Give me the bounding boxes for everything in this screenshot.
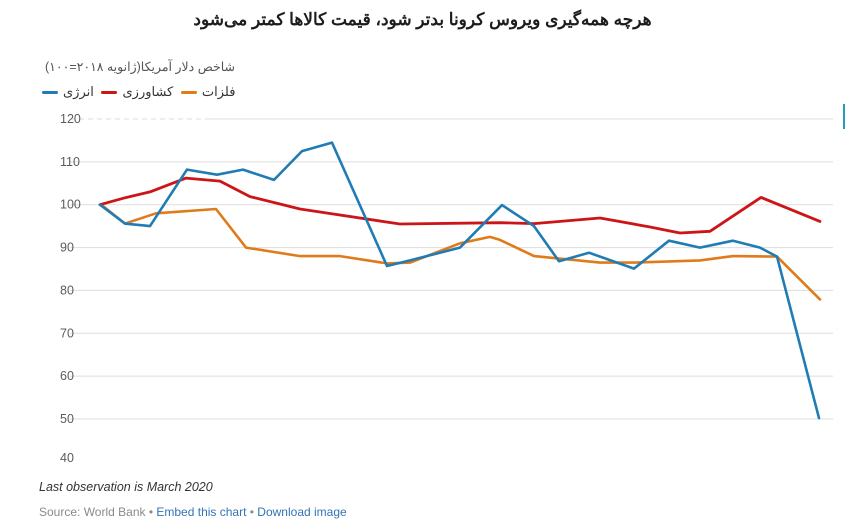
svg-text:120: 120 bbox=[60, 112, 81, 126]
svg-text:40: 40 bbox=[60, 451, 74, 464]
svg-text:100: 100 bbox=[60, 198, 81, 212]
svg-text:80: 80 bbox=[60, 283, 74, 297]
svg-text:70: 70 bbox=[60, 326, 74, 340]
svg-text:90: 90 bbox=[60, 241, 74, 255]
svg-text:60: 60 bbox=[60, 369, 74, 383]
svg-text:110: 110 bbox=[60, 155, 80, 169]
svg-text:50: 50 bbox=[60, 412, 74, 426]
